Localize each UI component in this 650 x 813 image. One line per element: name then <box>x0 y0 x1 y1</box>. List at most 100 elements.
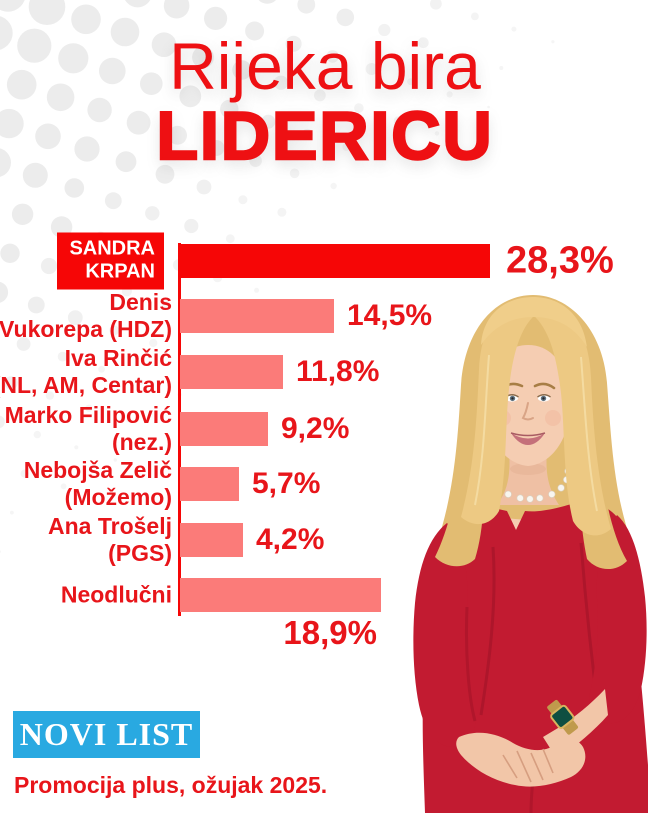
chart-bar <box>180 467 239 501</box>
halftone-dot <box>511 26 517 32</box>
halftone-dot <box>261 114 276 129</box>
halftone-dot <box>289 168 300 179</box>
chart-bar-value: 11,8% <box>296 355 380 388</box>
chart-bar-value: 18,9% <box>283 614 377 651</box>
halftone-dot <box>0 415 5 429</box>
nose <box>521 402 534 421</box>
halftone-dot <box>57 351 68 362</box>
halftone-dot <box>20 469 29 478</box>
halftone-dot <box>155 164 175 184</box>
halftone-dot <box>192 46 214 69</box>
halftone-dot <box>0 281 9 303</box>
novi-list-logo-text: NOVI LIST <box>19 716 194 752</box>
halftone-dot <box>487 105 490 109</box>
halftone-dot <box>151 32 177 57</box>
finger-line-3 <box>530 752 544 781</box>
chart-bar <box>180 244 490 278</box>
right-eyelid <box>537 394 551 398</box>
halftone-dot <box>4 376 18 390</box>
halftone-dot <box>74 445 79 450</box>
halftone-dot <box>301 128 313 140</box>
candidate-label-line: Neodlučni <box>60 581 172 608</box>
candidate-label-line: Iva Rinčić <box>64 345 172 371</box>
halftone-dot <box>254 287 260 293</box>
halftone-dot <box>99 57 126 85</box>
halftone-dot <box>64 178 85 198</box>
candidate-label: Nebojša Zelič (Možemo) <box>24 457 172 511</box>
halftone-dot <box>471 12 479 21</box>
halftone-dot <box>104 192 122 210</box>
candidate-label: Ana Trošelj (PGS) <box>48 513 172 567</box>
halftone-dot <box>459 52 466 59</box>
chart-bar <box>180 523 243 557</box>
halftone-dot <box>60 483 67 490</box>
halftone-dot <box>113 458 118 462</box>
halftone-dot <box>258 0 276 4</box>
chart-bar <box>180 355 283 389</box>
halftone-dot <box>249 154 262 167</box>
halftone-dot <box>354 103 364 113</box>
candidate-label-line: SANDRA <box>69 237 155 260</box>
halftone-dot <box>0 148 11 177</box>
hair-crown <box>481 297 587 347</box>
halftone-dot <box>163 0 190 19</box>
finger-line-2 <box>516 750 532 783</box>
smile-line <box>510 432 546 437</box>
finger-line-1 <box>502 754 518 779</box>
halftone-dot <box>446 91 453 98</box>
halftone-dot <box>125 0 151 8</box>
hair-highlight-1 <box>474 354 490 506</box>
halftone-dot <box>277 207 287 217</box>
halftone-dot <box>0 243 20 263</box>
right-cheek-blush <box>545 410 561 426</box>
halftone-dot <box>342 143 351 151</box>
chart-bar <box>180 412 268 446</box>
halftone-dot <box>336 8 355 27</box>
dress-seam-left <box>479 546 496 716</box>
halftone-dot <box>137 379 144 385</box>
candidate-label-line: (Možemo) <box>64 484 172 510</box>
halftone-dot <box>365 63 378 75</box>
halftone-dot <box>145 206 160 221</box>
right-eyebrow <box>533 382 556 390</box>
halftone-dot <box>87 97 112 123</box>
halftone-dot <box>109 325 120 336</box>
halftone-dot <box>285 35 302 52</box>
halftone-dot <box>35 123 61 150</box>
left-sleeve <box>413 523 476 747</box>
candidate-photo <box>413 295 648 813</box>
halftone-dot <box>0 16 13 50</box>
wristwatch <box>547 699 579 735</box>
chart-axis-line <box>178 243 181 616</box>
halftone-dot <box>126 110 151 135</box>
halftone-dot <box>110 17 140 47</box>
halftone-dot <box>220 99 239 119</box>
candidate-label: Marko Filipović (nez.) <box>5 402 172 456</box>
halftone-dot <box>85 404 93 412</box>
halftone-dot <box>50 216 73 238</box>
halftone-dot <box>6 69 37 100</box>
candidate-label-line: Ana Trošelj <box>48 513 172 539</box>
candidate-label-line: Marko Filipović <box>4 402 172 428</box>
halftone-dot <box>407 78 414 86</box>
halftone-dot <box>238 195 248 205</box>
halftone-dot <box>393 116 403 125</box>
halftone-dot <box>378 23 391 37</box>
chart-bar <box>180 299 334 333</box>
halftone-dot <box>0 0 25 12</box>
halftone-dot <box>330 182 337 190</box>
halftone-dot <box>71 4 101 35</box>
lips <box>511 433 545 445</box>
halftone-dot <box>27 296 45 314</box>
candidate-label-line: (nez.) <box>111 429 172 455</box>
halftone-dot <box>417 37 429 49</box>
left-pupil <box>511 397 514 400</box>
halftone-dot <box>326 50 339 63</box>
halftone-dot <box>45 391 55 400</box>
halftone-dot <box>74 136 100 162</box>
halftone-dot <box>0 108 24 139</box>
halftone-dot <box>149 338 158 348</box>
highlighted-candidate-label: SANDRA KRPAN <box>57 232 164 290</box>
